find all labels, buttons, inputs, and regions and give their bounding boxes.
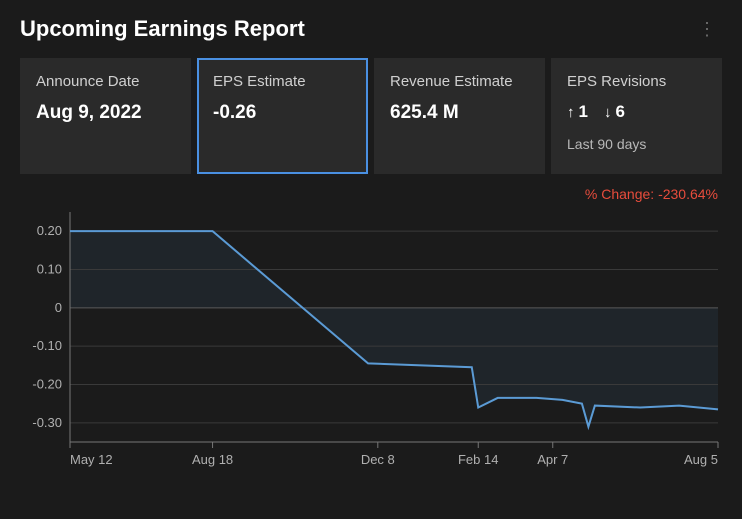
svg-text:Apr 7: Apr 7: [537, 452, 568, 467]
arrow-up-icon: ↑: [567, 104, 575, 121]
card-value: 625.4 M: [390, 102, 529, 124]
svg-text:0: 0: [55, 300, 62, 315]
panel-title: Upcoming Earnings Report: [20, 16, 305, 42]
card-label: EPS Estimate: [213, 72, 352, 92]
metric-cards-row: Announce Date Aug 9, 2022 EPS Estimate -…: [0, 52, 742, 180]
chart-svg: 0.20 0.10 0 -0.10 -0.20 -0.30 May 12 Aug 18 Dec …: [18, 206, 724, 486]
svg-text:Feb 14: Feb 14: [458, 452, 498, 467]
earnings-panel: Upcoming Earnings Report ⋮ Announce Date…: [0, 0, 742, 519]
revenue-estimate-card[interactable]: Revenue Estimate 625.4 M: [374, 58, 545, 174]
svg-text:-0.10: -0.10: [32, 338, 62, 353]
eps-revisions-card[interactable]: EPS Revisions ↑1 ↓6 Last 90 days: [551, 58, 722, 174]
eps-chart: 0.20 0.10 0 -0.10 -0.20 -0.30 May 12 Aug 18 Dec …: [0, 202, 742, 486]
revisions-values: ↑1 ↓6: [567, 102, 706, 122]
eps-estimate-card[interactable]: EPS Estimate -0.26: [197, 58, 368, 174]
svg-text:0.20: 0.20: [37, 223, 62, 238]
svg-text:-0.20: -0.20: [32, 377, 62, 392]
arrow-down-icon: ↓: [604, 104, 612, 121]
announce-date-card[interactable]: Announce Date Aug 9, 2022: [20, 58, 191, 174]
svg-text:Aug 18: Aug 18: [192, 452, 233, 467]
card-label: EPS Revisions: [567, 72, 706, 92]
revisions-up: ↑1: [567, 102, 588, 122]
svg-text:-0.30: -0.30: [32, 415, 62, 430]
card-value: Aug 9, 2022: [36, 102, 175, 124]
revisions-down: ↓6: [604, 102, 625, 122]
panel-menu-icon[interactable]: ⋮: [692, 16, 722, 42]
card-value: -0.26: [213, 102, 352, 124]
svg-text:Dec 8: Dec 8: [361, 452, 395, 467]
card-label: Revenue Estimate: [390, 72, 529, 92]
svg-text:0.10: 0.10: [37, 262, 62, 277]
revisions-note: Last 90 days: [567, 136, 706, 152]
svg-text:Aug 5: Aug 5: [684, 452, 718, 467]
svg-text:May 12: May 12: [70, 452, 113, 467]
percent-change-label: % Change: -230.64%: [0, 180, 742, 202]
card-label: Announce Date: [36, 72, 175, 92]
panel-header: Upcoming Earnings Report ⋮: [0, 0, 742, 52]
